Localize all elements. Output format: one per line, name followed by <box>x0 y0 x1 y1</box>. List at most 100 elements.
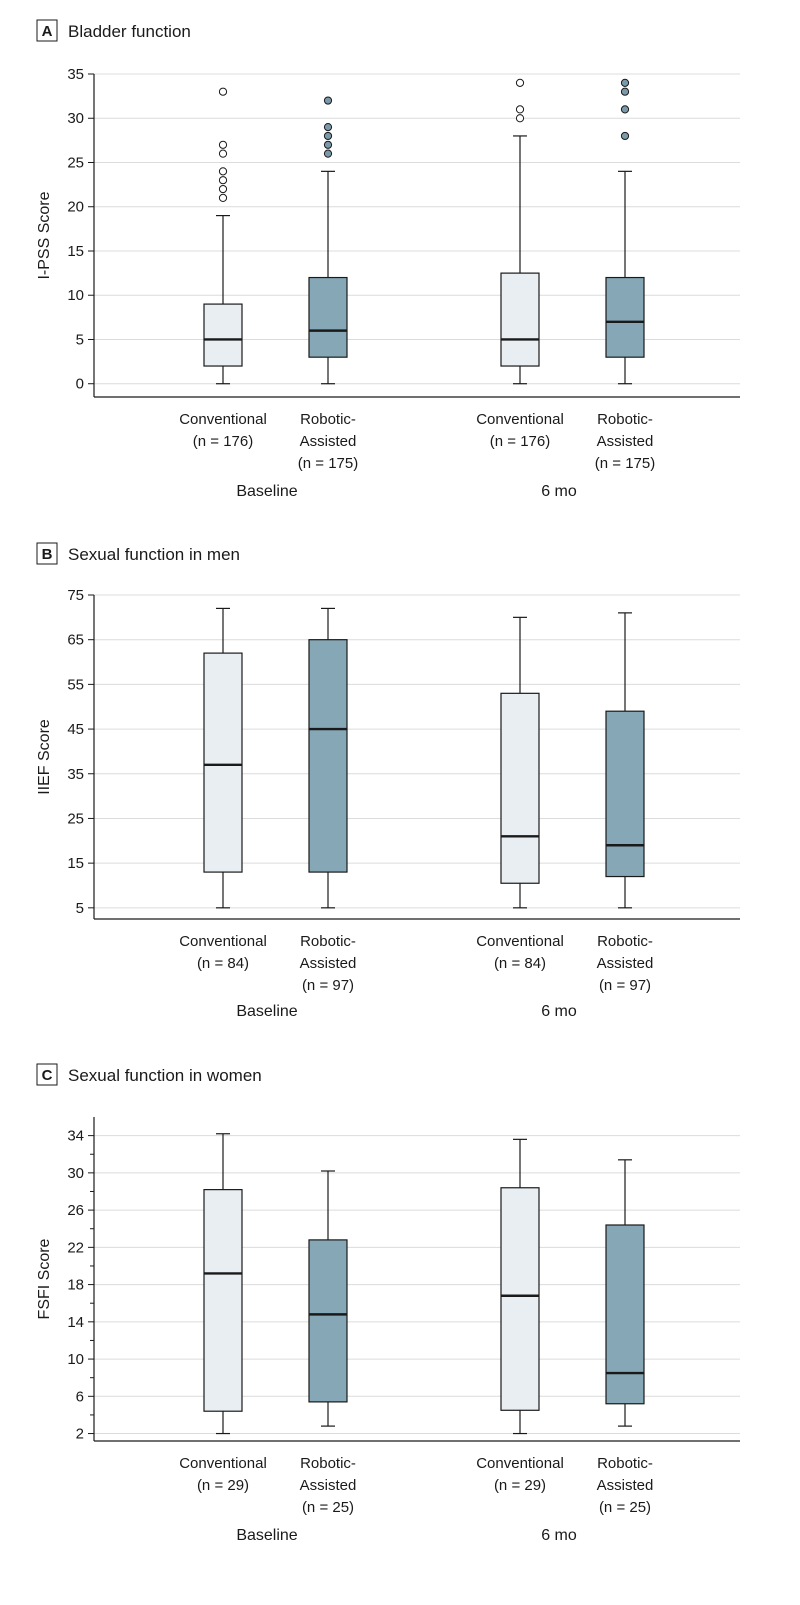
outlier-point <box>515 114 525 123</box>
category-label: (n = 175) <box>595 455 655 472</box>
group-label: Baseline <box>236 1003 297 1020</box>
category-label: Conventional <box>476 411 564 428</box>
category-label: (n = 97) <box>302 977 354 994</box>
iqr-box <box>500 692 540 884</box>
panel-b: B Sexual function in men 5 15 25 35 45 55 65 75 II… <box>36 542 740 1020</box>
iqr-box <box>203 652 243 873</box>
y-tick-label: 5 <box>76 331 84 348</box>
group-label: 6 mo <box>541 1003 577 1020</box>
outlier-point <box>218 193 228 202</box>
box-robotic-6mo <box>605 612 645 909</box>
outlier-point <box>218 167 228 176</box>
iqr-box <box>203 303 243 367</box>
y-tick-label: 30 <box>67 1165 84 1182</box>
y-tick-label: 6 <box>76 1388 84 1405</box>
y-tick-label: 5 <box>76 900 84 917</box>
outlier-point <box>218 149 228 158</box>
category-label: Assisted <box>300 955 357 972</box>
outlier-point <box>620 78 630 87</box>
outlier-point <box>515 78 525 87</box>
iqr-box <box>605 276 645 358</box>
y-axis-label: IIEF Score <box>36 719 53 795</box>
box-robotic-6mo <box>605 78 645 385</box>
y-tick-label: 15 <box>67 243 84 260</box>
group-label: 6 mo <box>541 1527 577 1544</box>
panel-letter: C <box>42 1067 53 1084</box>
group-label: 6 mo <box>541 483 577 500</box>
y-tick-label: 55 <box>67 676 84 693</box>
category-label: Conventional <box>476 933 564 950</box>
category-label: Conventional <box>179 1455 267 1472</box>
box-robotic-baseline <box>308 96 348 385</box>
category-label: (n = 97) <box>599 977 651 994</box>
y-tick-label: 30 <box>67 110 84 127</box>
outlier-point <box>323 149 333 158</box>
panel-letter-box <box>36 542 58 565</box>
outlier-point <box>620 87 630 96</box>
iqr-box <box>500 272 540 367</box>
panel-a: A Bladder function 0 5 10 15 20 25 30 35 I-PSS Sco… <box>36 19 740 500</box>
category-label: (n = 84) <box>494 955 546 972</box>
panel-title: Sexual function in men <box>68 545 240 564</box>
category-label: Conventional <box>179 933 267 950</box>
iqr-box <box>308 639 348 873</box>
panel-letter: B <box>42 546 53 563</box>
category-label: Conventional <box>179 411 267 428</box>
panel-c: C Sexual function in women261014182226303… <box>36 1063 740 1544</box>
outlier-point <box>323 140 333 149</box>
box-robotic-baseline <box>308 607 348 909</box>
category-label: Assisted <box>300 1477 357 1494</box>
y-tick-label: 0 <box>76 376 84 393</box>
box-robotic-6mo <box>605 1159 645 1427</box>
iqr-box <box>308 1239 348 1403</box>
y-tick-label: 25 <box>67 154 84 171</box>
y-tick-label: 2 <box>76 1426 84 1443</box>
y-tick-label: 45 <box>67 721 84 738</box>
y-tick-label: 15 <box>67 855 84 872</box>
group-label: Baseline <box>236 483 297 500</box>
outlier-point <box>323 96 333 105</box>
y-tick-label: 22 <box>67 1239 84 1256</box>
panel-title: Bladder function <box>68 22 191 41</box>
outlier-point <box>515 105 525 114</box>
box-robotic-baseline <box>308 1170 348 1427</box>
box-conventional-baseline <box>203 607 243 909</box>
category-label: Robotic- <box>597 1455 653 1472</box>
y-tick-label: 75 <box>67 587 84 604</box>
y-tick-label: 10 <box>67 287 84 304</box>
category-label: Robotic- <box>300 1455 356 1472</box>
y-tick-label: 25 <box>67 810 84 827</box>
y-axis-label: I-PSS Score <box>36 191 53 279</box>
panel-letter: A <box>42 23 53 40</box>
outlier-point <box>218 87 228 96</box>
outlier-point <box>218 184 228 194</box>
category-label: Assisted <box>597 955 654 972</box>
category-label: Assisted <box>597 1477 654 1494</box>
category-label: (n = 29) <box>494 1477 546 1494</box>
box-conventional-baseline <box>203 1133 243 1435</box>
category-label: (n = 84) <box>197 955 249 972</box>
y-tick-label: 20 <box>67 199 84 216</box>
iqr-box <box>203 1189 243 1412</box>
iqr-box <box>605 710 645 878</box>
outlier-point <box>218 176 228 185</box>
outlier-point <box>323 122 333 132</box>
category-label: (n = 176) <box>193 433 253 450</box>
category-label: Assisted <box>300 433 357 450</box>
outlier-point <box>620 131 630 141</box>
category-label: Robotic- <box>300 411 356 428</box>
category-label: (n = 25) <box>302 1499 354 1516</box>
group-label: Baseline <box>236 1527 297 1544</box>
panel-title: Sexual function in women <box>68 1066 262 1085</box>
category-label: (n = 176) <box>490 433 550 450</box>
y-axis-label: FSFI Score <box>36 1238 53 1319</box>
category-label: Robotic- <box>300 933 356 950</box>
box-conventional-6mo <box>500 616 540 909</box>
y-tick-label: 18 <box>67 1277 84 1294</box>
outlier-point <box>323 131 333 141</box>
y-tick-label: 10 <box>67 1351 84 1368</box>
category-label: Conventional <box>476 1455 564 1472</box>
category-label: Robotic- <box>597 411 653 428</box>
